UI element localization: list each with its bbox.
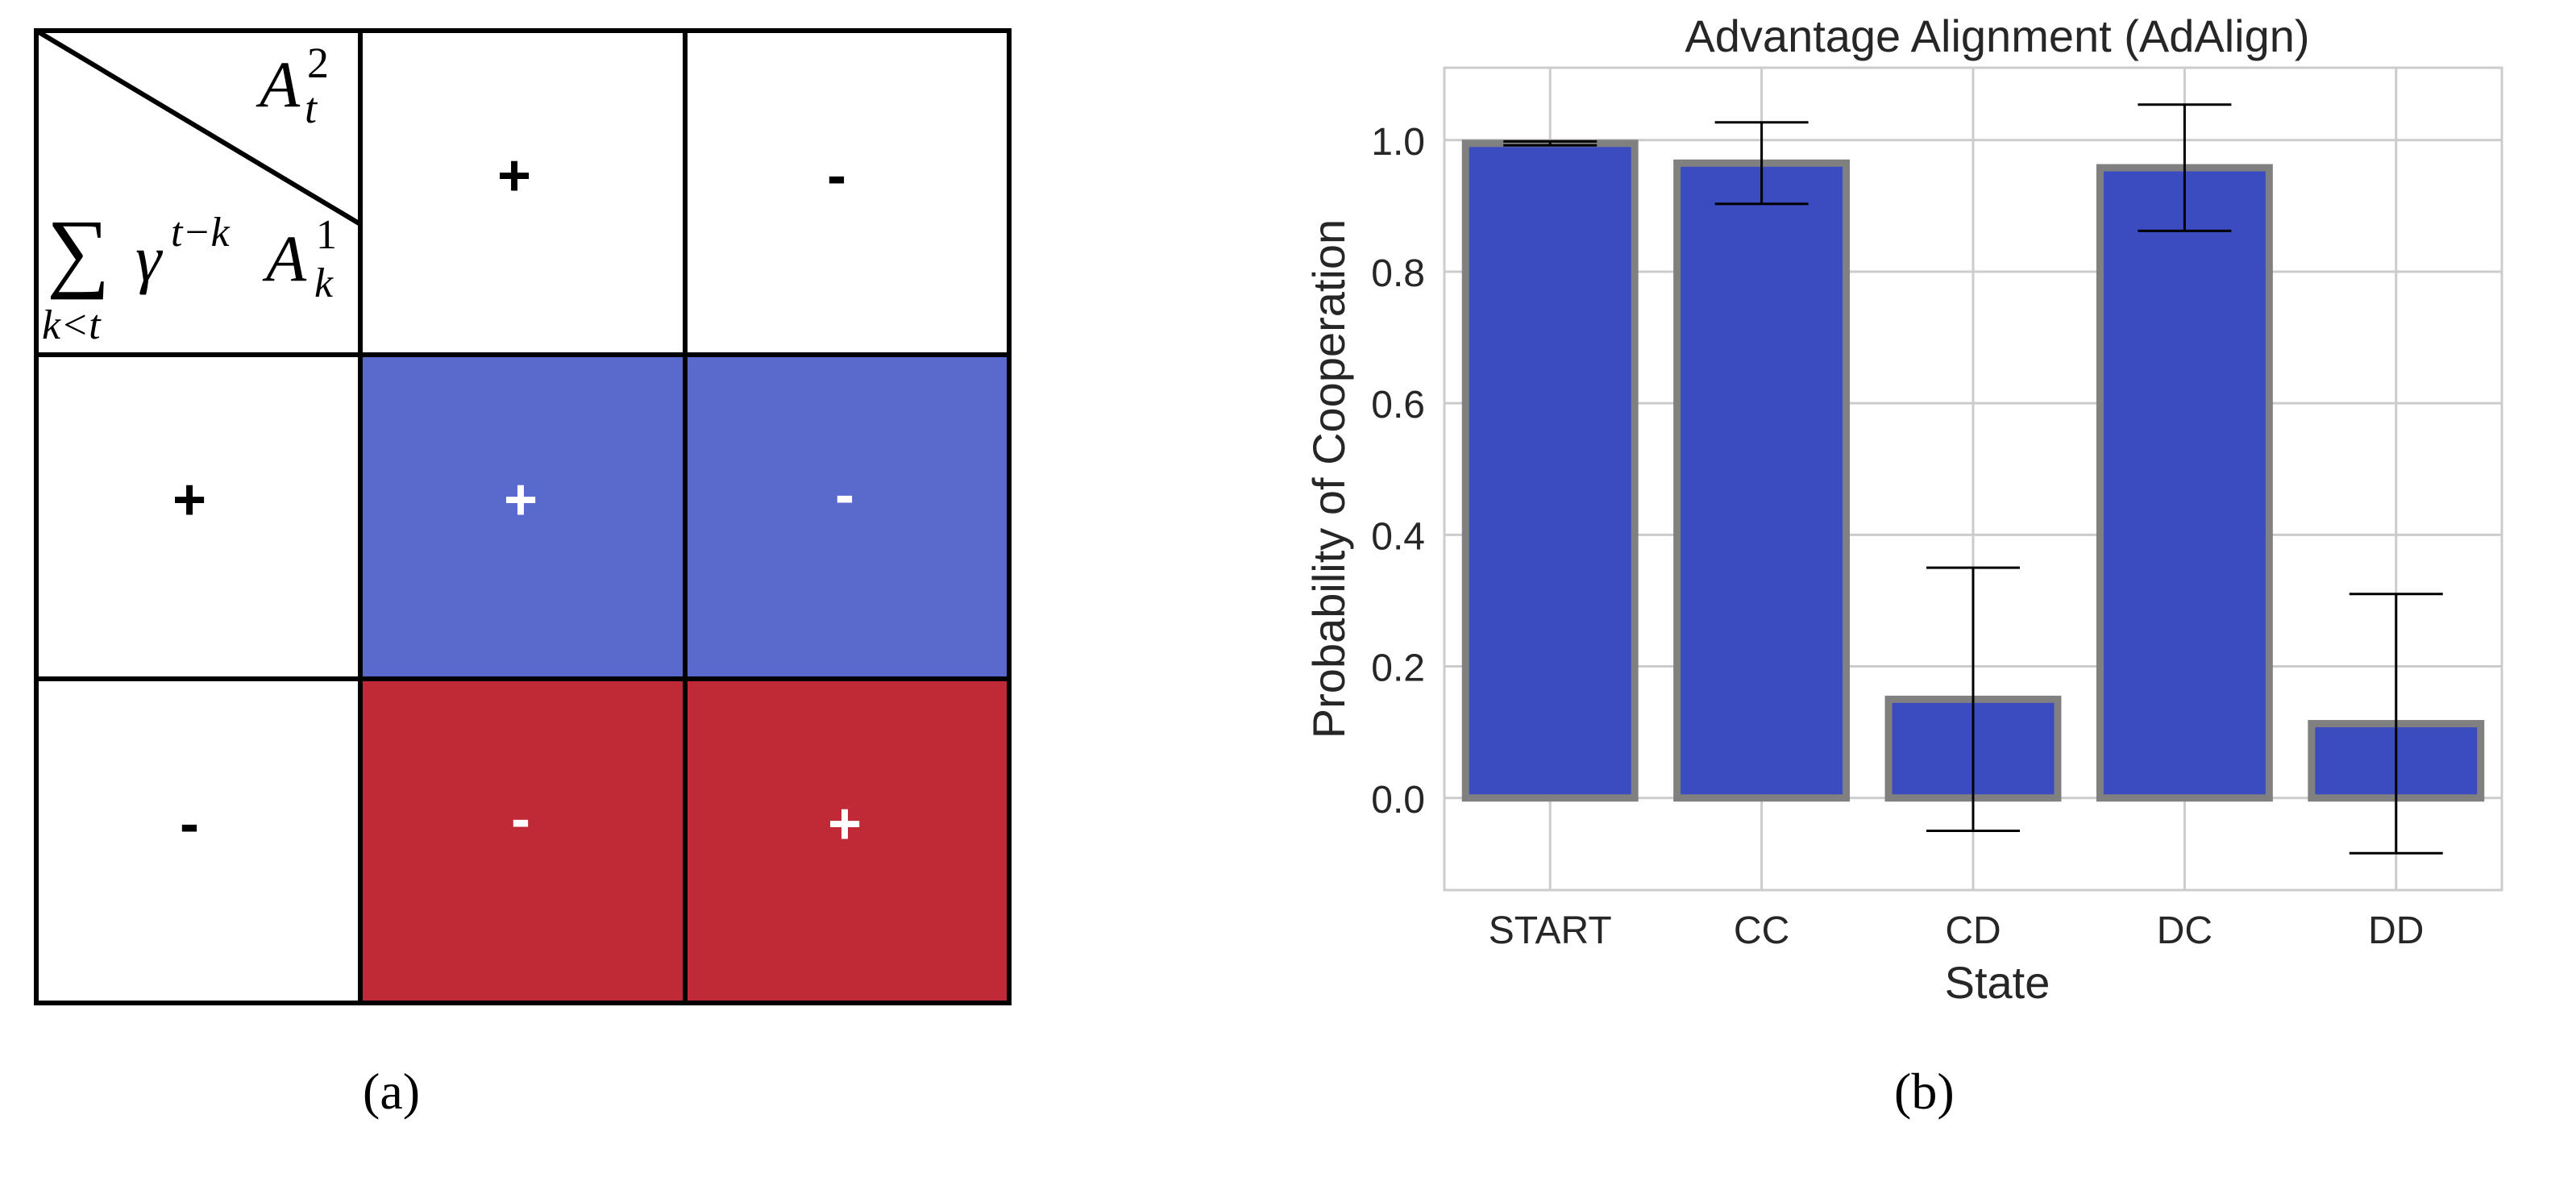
x-tick-label: START [1489,909,1612,952]
row-header-plus: + [172,468,206,532]
cell-minus-plus: - [511,787,530,851]
x-tick-label: CC [1734,909,1789,952]
col-header-plus: + [497,144,531,208]
svg-text:A: A [262,222,307,295]
cell-minus-minus: + [828,792,862,856]
header-diagonal [35,28,362,227]
y-tick-label: 0.8 [1371,252,1425,295]
cell-plus-plus-bg [360,355,685,679]
bar-cd [1884,695,2062,802]
header-bottom-label: ∑ k<t γ t−k A 1 k [42,202,337,348]
header-top-label: A 2 t [256,39,329,132]
bar-dd [2308,720,2485,802]
bar-cc [1673,159,1851,802]
x-tick-label: DC [2157,909,2212,952]
svg-text:k: k [314,260,334,306]
bar-dc [2096,164,2273,802]
sign-matrix: A 2 t ∑ k<t γ t−k A 1 k + - + - + - - + [34,28,1012,1005]
x-axis-label: State [1945,957,2050,1008]
plot-frame [1443,66,2503,892]
caption-a: (a) [363,1063,421,1120]
svg-text:k<t: k<t [42,302,102,348]
y-tick-label: 0.2 [1371,647,1425,690]
chart-title: Advantage Alignment (AdAlign) [1685,10,2309,61]
cell-plus-minus: - [835,463,854,527]
y-tick-labels: 0.0 0.2 0.4 0.6 0.8 1.0 [1371,121,1425,822]
svg-text:1: 1 [316,212,337,258]
y-axis-label: Probability of Cooperation [1303,219,1354,739]
grid-lines [1444,68,2502,890]
cell-minus-minus-bg [685,679,1009,1003]
svg-text:t: t [305,84,318,132]
y-tick-label: 1.0 [1371,121,1425,164]
bar-start [1461,139,1639,802]
x-tick-label: CD [1945,909,2001,952]
error-bars [1503,103,2443,855]
cell-plus-plus: + [504,468,538,532]
svg-text:∑: ∑ [47,202,110,300]
matrix-grid [34,28,1012,1005]
y-tick-label: 0.0 [1371,779,1425,822]
svg-text:A: A [256,48,301,121]
x-tick-label: DD [2368,909,2424,952]
svg-text:γ: γ [135,222,164,295]
x-tick-labels: START CC CD DC DD [1489,909,2424,952]
bars [1461,139,2485,802]
svg-text:t−k: t−k [171,210,231,256]
row-header-minus: - [180,792,199,856]
cell-plus-minus-bg [685,355,1009,679]
y-tick-label: 0.4 [1371,515,1425,558]
y-tick-label: 0.6 [1371,384,1425,426]
cell-minus-plus-bg [360,679,685,1003]
col-header-minus: - [827,144,846,208]
caption-b: (b) [1894,1063,1955,1120]
svg-text:2: 2 [307,39,329,87]
